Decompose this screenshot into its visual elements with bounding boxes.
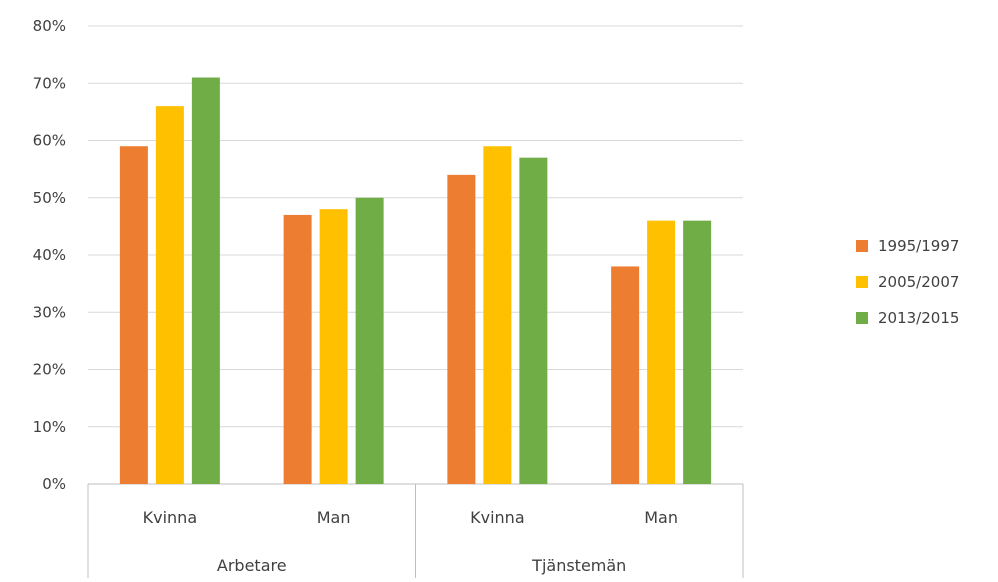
- legend: 1995/1997 2005/2007 2013/2015: [856, 237, 959, 327]
- y-tick-label: 50%: [33, 189, 66, 207]
- y-tick-label: 20%: [33, 361, 66, 379]
- bar: [155, 106, 184, 485]
- y-tick-label: 40%: [33, 246, 66, 264]
- x-tick-label: Man: [317, 508, 351, 527]
- bar: [483, 146, 512, 484]
- x-tick-label: Kvinna: [143, 508, 198, 527]
- y-tick-label: 30%: [33, 303, 66, 321]
- bar: [283, 214, 312, 485]
- bar: [683, 220, 712, 484]
- bar: [355, 197, 384, 484]
- bar: [519, 157, 548, 485]
- bar: [119, 146, 148, 484]
- bar: [447, 174, 476, 484]
- gridlines: [88, 25, 743, 485]
- y-tick-label: 80%: [33, 17, 66, 35]
- x-group-label: Tjänstemän: [531, 556, 626, 575]
- bar: [647, 220, 676, 484]
- legend-swatch: [856, 240, 868, 252]
- bar: [319, 209, 348, 484]
- legend-swatch: [856, 312, 868, 324]
- x-axis: Kvinna Man Kvinna Man Arbetare Tjänstemän: [87, 484, 744, 578]
- legend-swatch: [856, 276, 868, 288]
- y-axis-ticks: 0% 10% 20% 30% 40% 50% 60% 70% 80%: [33, 17, 66, 493]
- x-tick-label: Kvinna: [470, 508, 525, 527]
- x-group-label: Arbetare: [217, 556, 287, 575]
- y-tick-label: 10%: [33, 418, 66, 436]
- legend-label: 2013/2015: [878, 309, 959, 327]
- y-tick-label: 0%: [42, 475, 66, 493]
- bar: [611, 266, 640, 484]
- legend-label: 2005/2007: [878, 273, 959, 291]
- bar: [191, 77, 220, 485]
- y-tick-label: 70%: [33, 74, 66, 92]
- x-tick-label: Man: [644, 508, 678, 527]
- bars: [119, 77, 712, 485]
- legend-label: 1995/1997: [878, 237, 959, 255]
- y-tick-label: 60%: [33, 132, 66, 150]
